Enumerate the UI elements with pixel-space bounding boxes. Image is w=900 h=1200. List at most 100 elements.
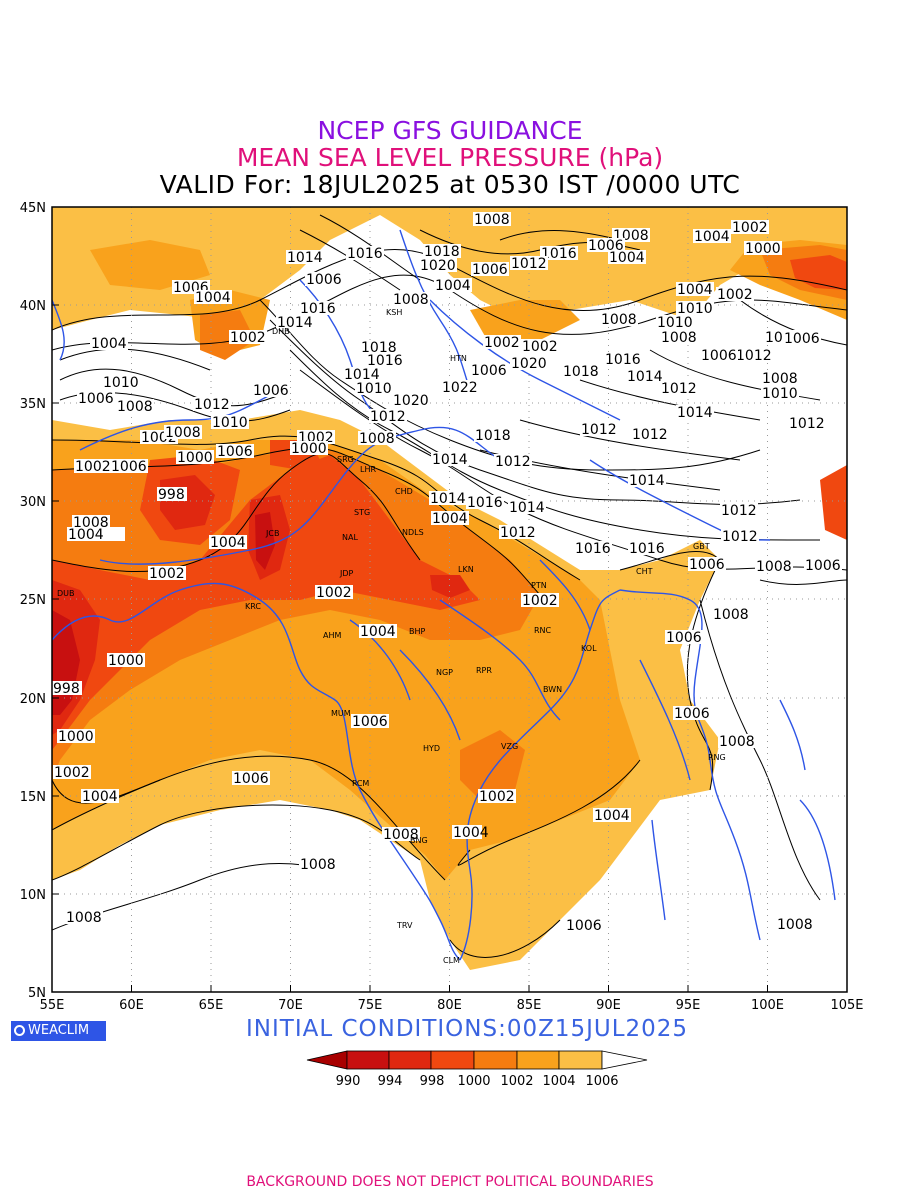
svg-text:1002: 1002 [522,339,558,355]
svg-text:GBT: GBT [693,542,710,551]
longitude-labels: 55E 60E 65E 70E 75E 80E 85E 90E 95E 100E… [40,998,864,1013]
svg-text:1012: 1012 [722,529,758,545]
svg-text:1006: 1006 [233,771,269,787]
svg-text:1006: 1006 [306,272,342,288]
svg-text:1016: 1016 [300,301,336,317]
svg-text:1022: 1022 [442,380,478,396]
svg-text:1020: 1020 [511,356,547,372]
svg-text:1002: 1002 [149,566,185,582]
svg-text:KRC: KRC [245,602,261,611]
svg-text:1008: 1008 [661,330,697,346]
colorbar-segment [473,1050,518,1070]
lat-lon-grid [52,207,847,992]
svg-text:NAL: NAL [342,533,358,542]
svg-text:1014: 1014 [509,500,545,516]
svg-text:1002: 1002 [732,220,768,236]
footer-disclaimer: BACKGROUND DOES NOT DEPICT POLITICAL BOU… [246,1174,654,1190]
svg-text:70E: 70E [278,998,303,1013]
svg-text:60E: 60E [119,998,144,1013]
initial-conditions: INITIAL CONDITIONS:00Z15JUL2025 [246,1016,689,1042]
svg-text:DHB: DHB [272,327,290,336]
svg-text:100E: 100E [751,998,784,1013]
svg-text:SRG: SRG [337,455,354,464]
svg-text:55E: 55E [40,998,65,1013]
svg-text:1004: 1004 [453,825,489,841]
svg-text:HYD: HYD [423,744,440,753]
svg-text:1014: 1014 [629,473,665,489]
svg-text:PCM: PCM [352,779,369,788]
svg-text:90E: 90E [596,998,621,1013]
svg-text:1006: 1006 [674,706,710,722]
svg-text:1010: 1010 [103,375,139,391]
svg-text:25N: 25N [20,593,46,608]
svg-text:1012: 1012 [194,397,230,413]
svg-text:1004: 1004 [82,789,118,805]
city-labels: DHB KSH HTN SRG LHR CHD STG NAL NDLS JCB… [57,308,726,965]
svg-text:LKN: LKN [458,565,474,574]
svg-text:1012: 1012 [789,416,825,432]
colorbar-segment [306,1050,348,1070]
svg-text:1002: 1002 [316,585,352,601]
svg-text:1004: 1004 [195,290,231,306]
map-field: 1008 1002 1000 1004 1006 1012 1014 1016 … [52,207,847,992]
svg-text:DUB: DUB [57,589,75,598]
colorbar-segment [346,1050,390,1070]
svg-text:1012: 1012 [581,422,617,438]
colorbar-label: 1000 [457,1074,490,1089]
svg-text:1012: 1012 [370,409,406,425]
svg-text:20N: 20N [20,692,46,707]
svg-text:1008: 1008 [383,827,419,843]
svg-text:1006: 1006 [566,918,602,934]
svg-text:PTN: PTN [531,581,547,590]
title-line-2: MEAN SEA LEVEL PRESSURE (hPa) [236,143,664,172]
svg-text:1008: 1008 [713,607,749,623]
svg-text:1016: 1016 [347,246,383,262]
svg-text:KSH: KSH [386,308,402,317]
svg-text:HTN: HTN [450,354,467,363]
svg-text:30N: 30N [20,495,46,510]
svg-text:NDLS: NDLS [402,528,424,537]
svg-text:1004: 1004 [435,278,471,294]
svg-text:1008: 1008 [762,371,798,387]
svg-text:1008: 1008 [66,910,102,926]
svg-text:1008: 1008 [601,312,637,328]
svg-text:1020: 1020 [393,393,429,409]
colorbar-label: 994 [378,1074,403,1089]
axis-ticks [52,304,768,992]
svg-text:LHR: LHR [360,465,376,474]
svg-text:1018: 1018 [475,428,511,444]
svg-text:1006: 1006 [111,459,147,475]
svg-text:1010: 1010 [762,386,798,402]
svg-text:10N: 10N [20,888,46,903]
svg-text:5N: 5N [28,986,46,1001]
svg-text:75E: 75E [358,998,383,1013]
svg-text:KOL: KOL [581,644,597,653]
svg-text:MUM: MUM [331,709,351,718]
colorbar-label: 1004 [542,1074,575,1089]
svg-text:1002: 1002 [484,335,520,351]
svg-text:1006: 1006 [666,630,702,646]
svg-text:1012: 1012 [500,525,536,541]
svg-text:RNC: RNC [534,626,552,635]
svg-text:1004: 1004 [609,250,645,266]
svg-text:1002: 1002 [522,593,558,609]
svg-text:1006: 1006 [253,383,289,399]
colorbar-segment [558,1050,603,1070]
svg-text:1008: 1008 [300,857,336,873]
svg-text:998: 998 [158,487,185,503]
weaclim-logo: WEACLIM [11,1021,106,1041]
svg-text:1018: 1018 [361,340,397,356]
svg-text:AHM: AHM [323,631,341,640]
latitude-labels: 45N 40N 35N 30N 25N 20N 15N 10N 5N [20,201,46,1001]
svg-text:1016: 1016 [367,353,403,369]
svg-text:CHT: CHT [636,567,653,576]
colorbar-segment [388,1050,432,1070]
svg-text:1016: 1016 [575,541,611,557]
svg-text:1004: 1004 [694,229,730,245]
svg-text:1000: 1000 [177,450,213,466]
svg-text:1016: 1016 [605,352,641,368]
svg-text:1006: 1006 [352,714,388,730]
svg-text:BWN: BWN [543,685,562,694]
svg-text:1004: 1004 [594,808,630,824]
svg-text:1010: 1010 [657,315,693,331]
